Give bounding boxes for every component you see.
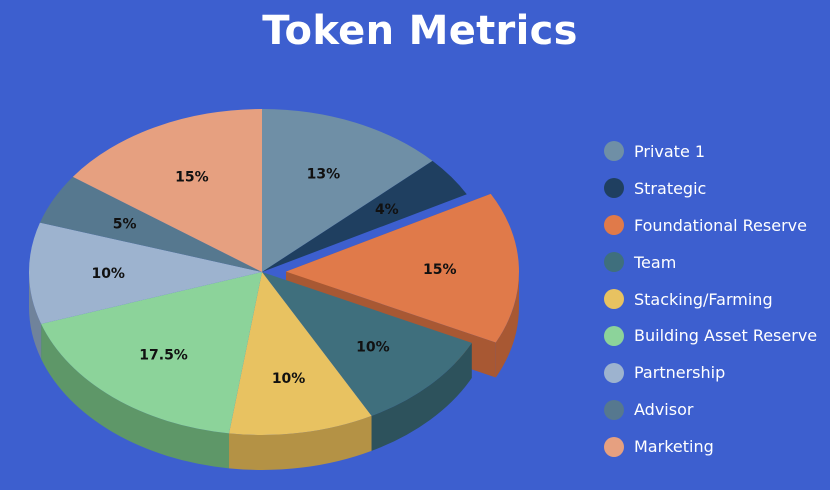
legend-item-building-asset-reserve: Building Asset Reserve (604, 317, 817, 354)
legend-label: Advisor (634, 400, 694, 420)
legend-swatch (604, 325, 624, 346)
slice-label-private-1: 13% (307, 166, 341, 182)
slice-label-advisor: 5% (113, 217, 137, 233)
slice-label-strategic: 4% (375, 202, 399, 218)
slice-label-stacking-farming: 10% (272, 371, 306, 387)
legend-item-team: Team (604, 244, 817, 281)
legend-swatch (604, 436, 624, 457)
legend-label: Marketing (634, 437, 714, 457)
legend-swatch (604, 399, 624, 420)
pie-slice-private-1 (262, 109, 433, 272)
legend-swatch (604, 252, 624, 273)
legend-label: Team (634, 252, 677, 272)
slice-label-marketing: 15% (175, 169, 209, 185)
pie-chart: 13% 4% 15% 10% 10% 17.5% 10% 5% 15% (29, 109, 519, 470)
slice-label-building-asset-reserve: 17.5% (139, 348, 188, 364)
legend-item-foundational-reserve: Foundational Reserve (604, 207, 817, 244)
legend-label: Stacking/Farming (634, 289, 773, 309)
legend-item-stacking-farming: Stacking/Farming (604, 281, 817, 318)
legend-item-strategic: Strategic (604, 170, 817, 207)
slice-label-foundational-reserve: 15% (423, 262, 457, 278)
slice-label-team: 10% (356, 340, 390, 356)
legend-item-private-1: Private 1 (604, 133, 817, 170)
legend-item-advisor: Advisor (604, 391, 817, 428)
legend-swatch (604, 289, 624, 309)
legend-swatch (604, 215, 624, 236)
legend-label: Building Asset Reserve (634, 326, 818, 346)
pie-slice-building-asset-reserve (41, 272, 262, 434)
pie-slice-stacking-farming (229, 272, 372, 435)
legend-swatch (604, 141, 624, 162)
pie-slice-advisor (39, 176, 262, 272)
pie-side-partnership (29, 272, 42, 359)
pie-slice-strategic (262, 160, 467, 272)
pie-side-building-asset-reserve (41, 323, 230, 469)
chart-title: Token Metrics (262, 8, 578, 54)
legend-item-partnership: Partnership (604, 354, 817, 391)
legend-swatch (604, 362, 624, 383)
legend-label: Partnership (634, 363, 726, 383)
legend-label: Foundational Reserve (634, 215, 807, 235)
pie-side-stacking-farming (229, 415, 372, 470)
slice-label-partnership: 10% (91, 266, 125, 282)
legend: Private 1 Strategic Foundational Reserve Te… (604, 133, 817, 465)
pie-slice-team (262, 272, 472, 416)
legend-label: Private 1 (634, 141, 706, 161)
pie-side-foundational-reserve (495, 271, 519, 378)
pie-slice-marketing (72, 109, 262, 272)
pie-slice-foundational-reserve (285, 193, 519, 343)
legend-swatch (604, 178, 624, 199)
pie-slice-partnership (29, 222, 263, 324)
legend-item-marketing: Marketing (604, 428, 817, 465)
legend-label: Strategic (634, 178, 707, 198)
pie-side-team (371, 342, 472, 451)
